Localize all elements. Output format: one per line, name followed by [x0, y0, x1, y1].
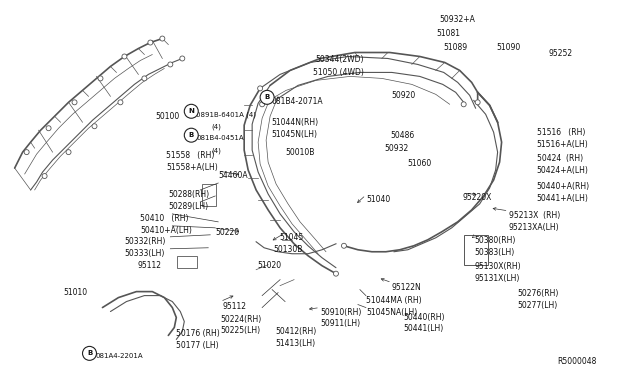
Circle shape [83, 346, 97, 360]
Text: 50225(LH): 50225(LH) [220, 327, 260, 336]
Text: 50424  (RH): 50424 (RH) [536, 154, 582, 163]
Circle shape [42, 174, 47, 179]
Text: 0891B-6401A (4): 0891B-6401A (4) [196, 111, 256, 118]
Text: 50441+A(LH): 50441+A(LH) [536, 194, 588, 203]
Text: 50176 (RH): 50176 (RH) [176, 330, 220, 339]
Text: B: B [87, 350, 92, 356]
Circle shape [184, 128, 198, 142]
Text: N: N [188, 108, 194, 114]
Text: 51050 (4WD): 51050 (4WD) [313, 68, 364, 77]
Text: 51020: 51020 [257, 261, 281, 270]
Text: 50920: 50920 [392, 92, 416, 100]
Text: 51045NA(LH): 51045NA(LH) [366, 308, 417, 317]
Circle shape [92, 124, 97, 129]
Circle shape [333, 271, 339, 276]
Text: 95213X  (RH): 95213X (RH) [509, 211, 560, 220]
Circle shape [118, 100, 123, 105]
Text: 50440(RH): 50440(RH) [404, 312, 445, 321]
Circle shape [66, 150, 71, 155]
Circle shape [98, 76, 103, 81]
Text: 50410+A(LH): 50410+A(LH) [140, 226, 192, 235]
Text: (4): (4) [211, 147, 221, 154]
Text: 50100: 50100 [156, 112, 180, 121]
Text: 50424+A(LH): 50424+A(LH) [536, 166, 588, 175]
Text: 081A4-2201A: 081A4-2201A [95, 353, 143, 359]
Text: 50486: 50486 [391, 131, 415, 140]
Text: B: B [189, 132, 194, 138]
Circle shape [260, 90, 274, 104]
Text: 50932: 50932 [385, 144, 409, 153]
Text: 54460A: 54460A [218, 171, 248, 180]
Text: 50276(RH): 50276(RH) [518, 289, 559, 298]
Circle shape [72, 100, 77, 105]
Text: 50277(LH): 50277(LH) [518, 301, 558, 310]
Circle shape [46, 126, 51, 131]
Text: 50130B: 50130B [273, 245, 303, 254]
Circle shape [142, 76, 147, 81]
Text: 51040: 51040 [366, 195, 390, 204]
Text: 50344(2WD): 50344(2WD) [315, 55, 364, 64]
Text: 50333(LH): 50333(LH) [124, 249, 165, 258]
Text: R5000048: R5000048 [557, 357, 597, 366]
Text: 50932+A: 50932+A [440, 15, 476, 24]
Text: 50441(LH): 50441(LH) [404, 324, 444, 333]
Text: 50383(LH): 50383(LH) [475, 248, 515, 257]
Text: 51089: 51089 [444, 42, 468, 52]
Text: 50332(RH): 50332(RH) [124, 237, 166, 246]
Text: 51044N(RH): 51044N(RH) [271, 118, 318, 127]
Text: 51081: 51081 [436, 29, 461, 38]
Text: B: B [264, 94, 269, 100]
Circle shape [342, 243, 346, 248]
Text: 95131X(LH): 95131X(LH) [475, 274, 520, 283]
Text: 51060: 51060 [408, 159, 432, 168]
Text: 51045: 51045 [279, 233, 303, 242]
Text: 50010B: 50010B [285, 148, 314, 157]
Circle shape [148, 40, 153, 45]
Text: 95252: 95252 [548, 48, 573, 58]
Text: 50410   (RH): 50410 (RH) [140, 214, 189, 223]
Text: 51516   (RH): 51516 (RH) [536, 128, 585, 137]
Circle shape [24, 150, 29, 155]
Text: 95122N: 95122N [392, 283, 422, 292]
Text: 50224(RH): 50224(RH) [220, 314, 262, 324]
Text: 50911(LH): 50911(LH) [320, 320, 360, 328]
Text: 95213XA(LH): 95213XA(LH) [509, 223, 559, 232]
Text: 50380(RH): 50380(RH) [475, 236, 516, 245]
Circle shape [461, 102, 466, 107]
Text: 50288(RH): 50288(RH) [168, 190, 209, 199]
Text: 51558+A(LH): 51558+A(LH) [166, 163, 218, 172]
Text: 50220: 50220 [215, 228, 239, 237]
Circle shape [168, 62, 173, 67]
Circle shape [475, 100, 480, 105]
Text: (4): (4) [211, 123, 221, 130]
Text: 95130X(RH): 95130X(RH) [475, 262, 522, 271]
Text: 51045N(LH): 51045N(LH) [271, 130, 317, 139]
Text: 95112: 95112 [138, 261, 161, 270]
Text: 95220X: 95220X [463, 193, 492, 202]
Text: 51558   (RH): 51558 (RH) [166, 151, 214, 160]
Text: 50910(RH): 50910(RH) [320, 308, 362, 317]
Text: 51044MA (RH): 51044MA (RH) [366, 296, 422, 305]
Text: 51413(LH): 51413(LH) [275, 339, 316, 349]
Text: 51516+A(LH): 51516+A(LH) [536, 140, 588, 149]
Bar [464, 235, 488, 265]
Circle shape [180, 56, 185, 61]
Text: 51010: 51010 [63, 288, 88, 296]
Circle shape [160, 36, 165, 41]
Circle shape [258, 86, 262, 91]
Text: 081B4-0451A: 081B4-0451A [196, 135, 244, 141]
Text: 95112: 95112 [222, 302, 246, 311]
Text: 50177 (LH): 50177 (LH) [176, 341, 219, 350]
Circle shape [184, 104, 198, 118]
Text: 50289(LH): 50289(LH) [168, 202, 209, 211]
Circle shape [260, 102, 264, 107]
Text: 51090: 51090 [497, 42, 521, 52]
Text: 50412(RH): 50412(RH) [275, 327, 316, 336]
Text: 081B4-2071A: 081B4-2071A [271, 97, 323, 106]
Circle shape [122, 54, 127, 59]
Text: 50440+A(RH): 50440+A(RH) [536, 182, 589, 191]
